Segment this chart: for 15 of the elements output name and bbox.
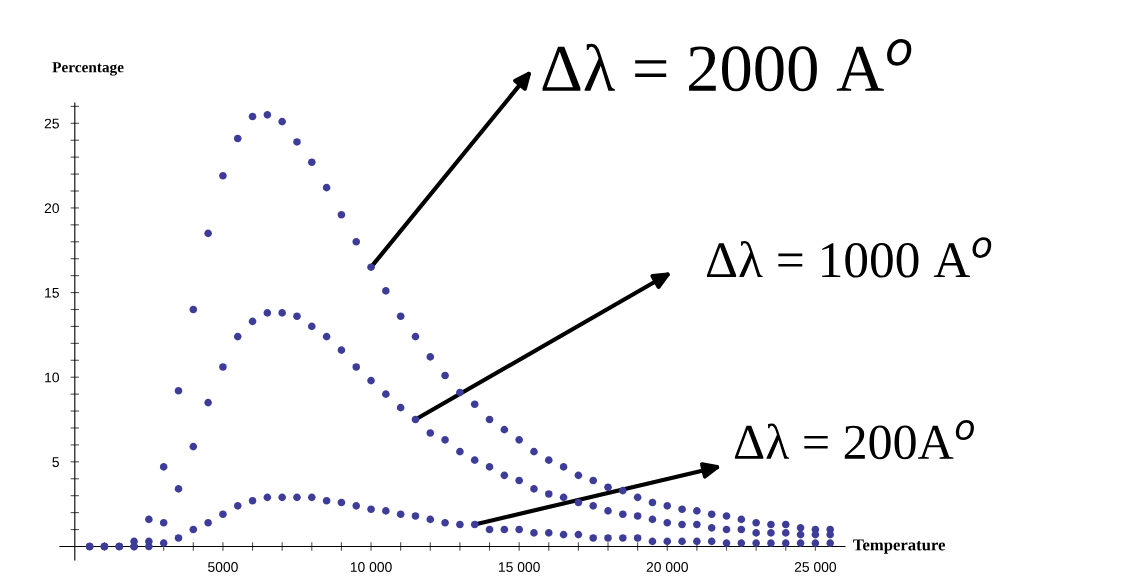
y-tick-label: 10 bbox=[45, 372, 59, 383]
x-tick-label: 25 000 bbox=[794, 562, 837, 572]
x-tick-label: 10 000 bbox=[350, 562, 392, 572]
x-tick-label: 15 000 bbox=[498, 562, 540, 572]
y-axis-title: Percentage bbox=[52, 62, 124, 76]
x-axis-title: Temperature bbox=[853, 539, 946, 554]
annotation: Δλ = 1000 A$^{o}$ bbox=[706, 237, 992, 278]
x-tick-label: 20 000 bbox=[646, 562, 688, 572]
annotation: Δλ = 200A$^{o}$ bbox=[734, 420, 974, 460]
y-tick-label: 5 bbox=[52, 457, 59, 467]
x-tick-label: 5000 bbox=[208, 562, 238, 572]
y-tick-label: 25 bbox=[44, 118, 59, 129]
annotation: Δλ = 2000 A$^{o}$ bbox=[542, 39, 912, 92]
y-tick-label: 15 bbox=[45, 288, 59, 298]
y-tick-label: 20 bbox=[44, 203, 59, 214]
